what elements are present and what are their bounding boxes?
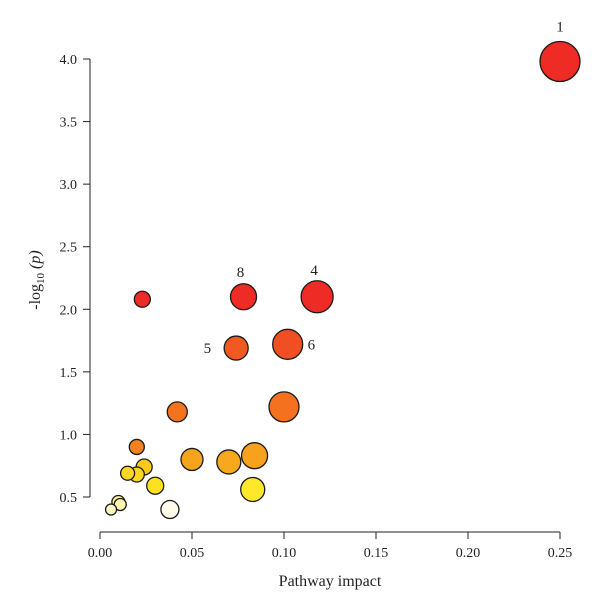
bubble-label-8: 8 <box>237 265 245 281</box>
x-axis-title: Pathway impact <box>279 573 382 590</box>
y-axis-title-prefix: -log <box>27 284 44 310</box>
y-tick-label: 1.5 <box>60 366 78 381</box>
axes <box>89 59 560 533</box>
bubble <box>216 449 242 475</box>
y-tick-label: 4.0 <box>60 53 78 68</box>
y-axis-title-suffix: (p) <box>27 250 44 273</box>
y-tick-label: 3.5 <box>60 116 78 131</box>
y-tick-label: 2.0 <box>60 303 78 318</box>
y-axis-title: -log10 (p) <box>27 250 47 309</box>
bubbles <box>104 40 581 520</box>
x-tick-label: 0.05 <box>180 546 205 561</box>
bubble <box>128 438 145 456</box>
bubble <box>146 476 165 495</box>
bubble <box>268 391 300 423</box>
bubble <box>104 503 118 516</box>
bubble <box>160 499 180 520</box>
x-tick-label: 0.10 <box>272 546 297 561</box>
bubble-labels: 1 4 8 6 5 <box>204 20 564 358</box>
bubble <box>180 447 204 472</box>
y-ticks: 0.5 1.0 1.5 2.0 2.5 3.0 3.5 4.0 <box>60 53 90 506</box>
x-ticks: 0.00 0.05 0.10 0.15 0.20 0.25 <box>88 532 573 561</box>
bubble-1 <box>539 40 581 83</box>
y-tick-label: 2.5 <box>60 241 78 256</box>
bubble <box>240 476 266 503</box>
y-axis-title-subscript: 10 <box>35 272 47 284</box>
y-tick-label: 3.0 <box>60 178 78 193</box>
bubble-label-4: 4 <box>310 263 318 279</box>
bubble-6 <box>272 328 304 360</box>
bubble-8 <box>229 283 258 311</box>
x-tick-label: 0.00 <box>88 546 113 561</box>
bubble <box>166 401 188 423</box>
bubble-4 <box>300 280 334 314</box>
x-tick-label: 0.20 <box>456 546 481 561</box>
bubble <box>133 290 151 308</box>
bubble <box>119 465 136 481</box>
x-tick-label: 0.15 <box>364 546 389 561</box>
y-tick-label: 1.0 <box>60 428 78 443</box>
bubble-5 <box>223 335 249 361</box>
x-tick-label: 0.25 <box>548 546 573 561</box>
bubble <box>240 442 269 470</box>
bubble-label-1: 1 <box>556 20 564 36</box>
y-tick-label: 0.5 <box>60 491 78 506</box>
bubble-label-5: 5 <box>204 341 212 357</box>
bubble-label-6: 6 <box>308 337 316 353</box>
